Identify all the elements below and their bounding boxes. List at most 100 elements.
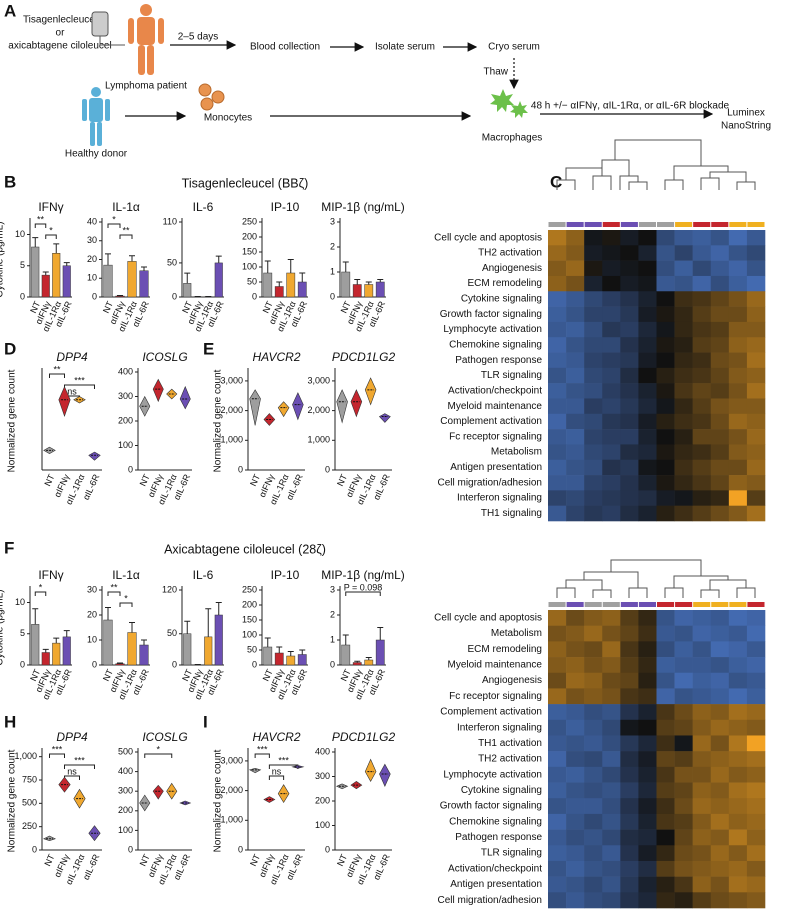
heatmap-cell <box>746 657 766 674</box>
heatmap-cell <box>602 625 621 642</box>
y-tick-label: 0 <box>330 659 335 669</box>
heatmap-cell <box>548 291 567 307</box>
row-label: Lymphocyte activation <box>443 324 542 335</box>
heatmap-cell <box>548 413 567 430</box>
heatmap-cell <box>746 704 766 721</box>
heatmap-cell <box>638 306 657 323</box>
heatmap-cell <box>674 766 693 783</box>
heatmap-cell <box>584 306 603 323</box>
violin <box>249 389 261 426</box>
heatmap-cell <box>602 751 621 768</box>
y-tick-label: 0 <box>32 844 37 854</box>
heatmap-cell <box>584 352 603 369</box>
bar <box>204 636 213 666</box>
heatmap-cell <box>620 475 639 491</box>
heatmap-cell <box>710 490 730 506</box>
y-tick-label: 400 <box>118 766 133 776</box>
heatmap-cell <box>566 892 585 909</box>
bar <box>341 271 351 298</box>
column-annotation <box>638 222 656 227</box>
heatmap-cell <box>638 751 657 768</box>
heatmap-cell <box>584 475 603 491</box>
diagram-label: Thaw <box>484 67 509 78</box>
y-tick-label: 200 <box>315 795 330 805</box>
heatmap-cell <box>566 291 585 307</box>
row-label: Interferon signaling <box>457 722 542 733</box>
heatmap-cell <box>638 860 657 877</box>
heatmap-cell <box>584 688 603 705</box>
violin <box>152 378 164 403</box>
column-annotation <box>620 602 638 607</box>
chart-title: IL-6 <box>193 568 214 582</box>
heatmap-cell <box>746 260 766 277</box>
row-label: Chemokine signaling <box>449 340 542 351</box>
y-tick-label: 250 <box>22 821 37 831</box>
heatmap-cell <box>674 306 693 323</box>
heatmap-cell <box>728 813 748 830</box>
heatmap-cell <box>728 444 748 461</box>
heatmap-cell <box>746 230 766 246</box>
significance-label: *** <box>74 755 85 765</box>
heatmap-cell <box>602 798 621 815</box>
heatmap-cell <box>548 688 567 705</box>
heatmap-cell <box>656 352 675 369</box>
y-tick-label: 1 <box>330 634 335 644</box>
significance-bracket <box>345 591 381 596</box>
heatmap-cell <box>656 766 675 783</box>
y-tick-label: 400 <box>118 366 133 376</box>
heatmap-cell <box>566 444 585 461</box>
heatmap-cell <box>584 766 603 783</box>
error-bar <box>117 295 123 297</box>
heatmap-cell <box>602 829 621 846</box>
y-tick-label: 500 <box>118 746 133 756</box>
heatmap-cell <box>692 429 712 445</box>
violin <box>248 768 262 774</box>
significance-label: * <box>49 225 53 235</box>
heatmap-cell <box>746 398 766 415</box>
heatmap-cell <box>656 813 675 830</box>
heatmap-cell <box>566 610 585 626</box>
error-bar <box>105 253 111 266</box>
heatmap-cell <box>584 719 603 736</box>
heatmap-cell <box>620 291 639 307</box>
y-axis-label: Normalized gene count <box>213 369 224 472</box>
column-annotation <box>747 222 765 227</box>
y-tick-label: 200 <box>242 231 257 241</box>
heatmap-cell <box>710 625 730 642</box>
significance-label: ns <box>67 386 77 396</box>
row-label: Pathogen response <box>455 832 542 843</box>
heatmap-cell <box>638 321 657 338</box>
heatmap-cell <box>602 782 621 799</box>
heatmap-cell <box>692 625 712 642</box>
heatmap-cell <box>692 475 712 491</box>
column-annotation <box>729 222 747 227</box>
heatmap-cell <box>566 505 585 522</box>
heatmap-cell <box>692 275 712 292</box>
column-annotation <box>566 222 584 227</box>
y-tick-label: 10 <box>15 597 25 607</box>
heatmap-cell <box>548 641 567 658</box>
y-axis-label: Cytokine (pg/mL) <box>0 589 6 665</box>
bar <box>352 284 362 298</box>
heatmap-cell <box>692 829 712 846</box>
y-tick-label: 50 <box>247 276 257 286</box>
heatmap-cell <box>584 798 603 815</box>
heatmap-cell <box>602 230 621 246</box>
heatmap-cell <box>584 245 603 261</box>
bar <box>115 295 125 298</box>
bar <box>41 652 50 666</box>
heatmap-cell <box>656 475 675 491</box>
heatmap-cell <box>674 829 693 846</box>
heatmap-cell <box>728 459 748 476</box>
y-tick-label: 100 <box>315 820 330 830</box>
heatmap-cell <box>566 429 585 445</box>
y-tick-label: 3 <box>330 584 335 594</box>
chart-title: IL-1α <box>112 200 140 214</box>
heatmap-cell <box>602 610 621 626</box>
heatmap-cell <box>674 352 693 369</box>
heatmap-cell <box>620 610 639 626</box>
heatmap-cell <box>548 337 567 353</box>
heatmap-cell <box>566 782 585 799</box>
heatmap-cell <box>746 429 766 445</box>
bar <box>297 281 307 298</box>
